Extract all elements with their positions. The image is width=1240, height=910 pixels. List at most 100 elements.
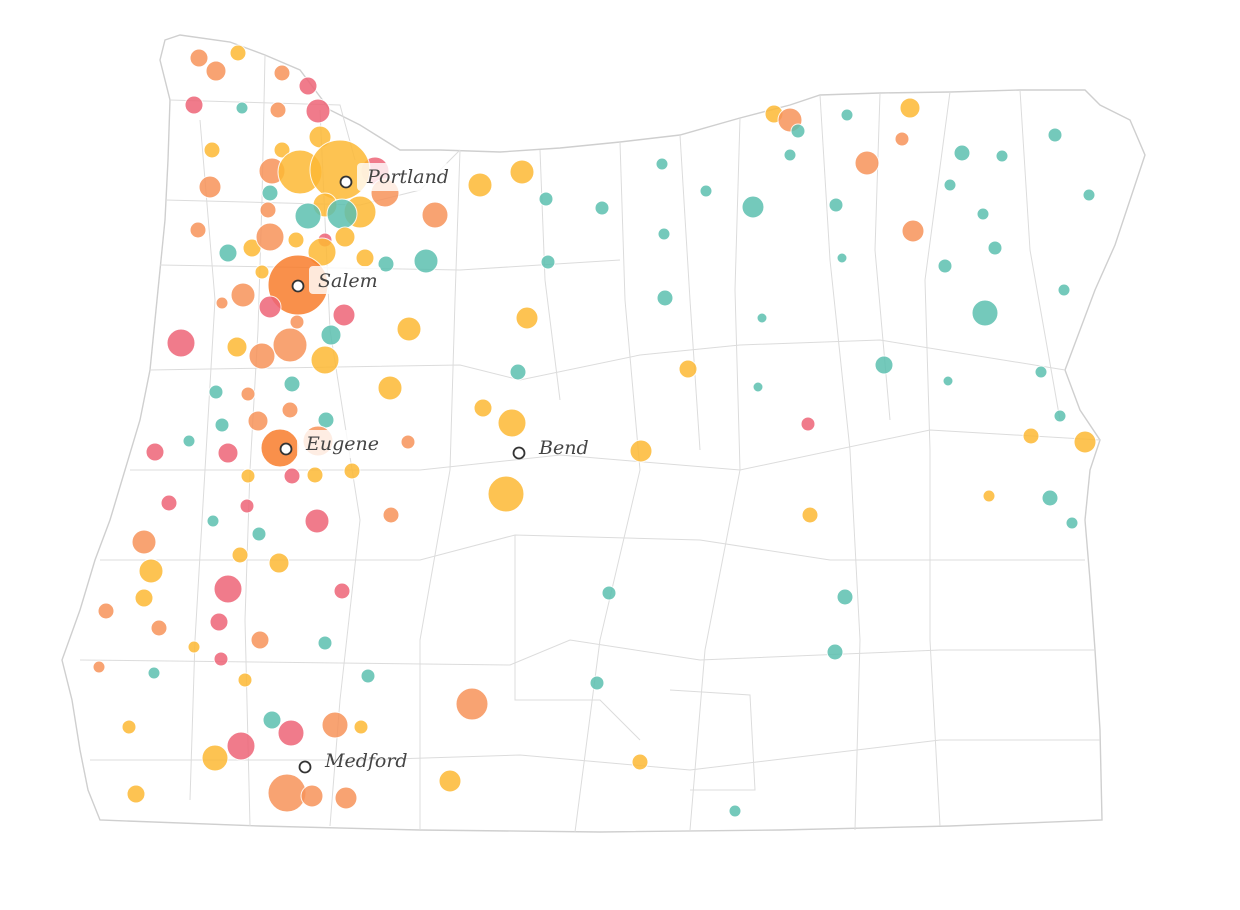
bubble-marker	[497, 408, 527, 438]
bubble-marker	[208, 384, 224, 400]
bubble-marker	[353, 719, 369, 735]
bubble-marker	[943, 178, 957, 192]
bubble-marker	[826, 643, 844, 661]
bubble-marker	[298, 76, 318, 96]
bubble-marker	[377, 255, 395, 273]
bubble-marker	[254, 264, 270, 280]
bubble-marker	[92, 660, 106, 674]
bubble-marker	[589, 675, 605, 691]
bubble-marker	[509, 363, 527, 381]
bubble-marker	[240, 386, 256, 402]
bubble-marker	[226, 336, 248, 358]
bubble-marker	[205, 60, 227, 82]
bubble-marker	[828, 197, 844, 213]
bubble-marker	[126, 784, 146, 804]
bubble-marker	[150, 619, 168, 637]
bubble-marker	[272, 327, 308, 363]
bubble-marker	[901, 219, 925, 243]
bubble-marker	[836, 588, 854, 606]
bubble-marker	[215, 296, 229, 310]
city-dot-icon	[339, 175, 353, 189]
bubble-marker	[790, 123, 806, 139]
bubble-marker	[268, 552, 290, 574]
bubble-marker	[1041, 489, 1059, 507]
bubble-marker	[756, 312, 768, 324]
bubble-marker	[1073, 430, 1097, 454]
city-marker-bend: Bend	[512, 437, 589, 460]
bubble-marker	[321, 711, 349, 739]
bubble-marker	[601, 585, 617, 601]
bubble-marker	[160, 494, 178, 512]
bubble-marker	[438, 769, 462, 793]
bubble-marker	[240, 468, 256, 484]
bubble-marker	[360, 668, 376, 684]
bubble-marker	[255, 222, 285, 252]
bubble-marker	[251, 526, 267, 542]
city-label-eugene: Eugene	[305, 433, 379, 455]
bubble-marker	[305, 98, 331, 124]
bubble-marker	[1082, 188, 1096, 202]
bubble-marker	[899, 97, 921, 119]
bubble-marker	[333, 582, 351, 600]
bubble-marker	[509, 159, 535, 185]
city-label-medford: Medford	[324, 750, 408, 772]
bubble-marker	[239, 498, 255, 514]
bubble-marker	[166, 328, 196, 358]
city-label-background	[297, 430, 377, 458]
bubble-marker	[377, 375, 403, 401]
bubble-marker	[741, 195, 765, 219]
bubble-marker	[283, 467, 301, 485]
bubble-marker	[473, 398, 493, 418]
bubble-marker	[334, 226, 356, 248]
bubble-marker	[854, 150, 880, 176]
bubble-marker	[982, 489, 996, 503]
bubble-marker	[594, 200, 610, 216]
bubble-marker	[213, 651, 229, 667]
bubble-marker	[134, 588, 154, 608]
bubble-marker	[421, 201, 449, 229]
bubble-marker	[283, 375, 301, 393]
bubble-marker	[657, 227, 671, 241]
bubble-marker	[147, 666, 161, 680]
bubble-marker	[198, 175, 222, 199]
bubble-marker	[343, 462, 361, 480]
bubble-marker	[138, 558, 164, 584]
city-dot-icon	[279, 442, 293, 456]
bubble-marker	[259, 201, 277, 219]
bubble-marker	[287, 231, 305, 249]
bubble-marker	[332, 303, 356, 327]
bubble-marker	[231, 546, 249, 564]
bubble-marker	[182, 434, 196, 448]
bubble-marker	[538, 191, 554, 207]
city-label-bend: Bend	[538, 437, 589, 459]
bubble-marker	[145, 442, 165, 462]
bubble-marker	[874, 355, 894, 375]
city-marker-salem: Salem	[291, 266, 381, 294]
bubble-marker	[487, 475, 525, 513]
bubble-marker	[515, 306, 539, 330]
bubble-marker	[317, 635, 333, 651]
bubble-marker	[942, 375, 954, 387]
bubble-marker	[629, 439, 653, 463]
bubble-marker	[250, 630, 270, 650]
bubble-marker	[1034, 365, 1048, 379]
bubble-marker	[189, 221, 207, 239]
bubble-marker	[262, 710, 282, 730]
bubble-marker	[728, 804, 742, 818]
bubble-layer	[92, 44, 1097, 818]
bubble-marker	[783, 148, 797, 162]
bubble-marker	[310, 345, 340, 375]
city-dot-icon	[298, 760, 312, 774]
bubble-marker	[273, 64, 291, 82]
bubble-marker	[455, 687, 489, 721]
bubble-marker	[320, 324, 342, 346]
city-dot-icon	[291, 279, 305, 293]
bubble-marker	[400, 434, 416, 450]
bubble-marker	[206, 514, 220, 528]
city-label-background	[357, 163, 449, 191]
bubble-marker	[306, 466, 324, 484]
bubble-marker	[300, 784, 324, 808]
bubble-marker	[121, 719, 137, 735]
bubble-marker	[894, 131, 910, 147]
